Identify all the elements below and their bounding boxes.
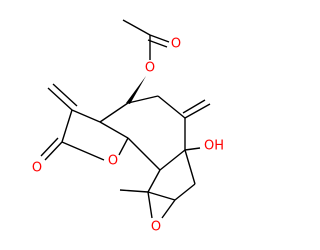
atom-label: O: [145, 61, 155, 76]
molecule: O O OH O O O: [32, 19, 224, 235]
atom-label: O: [171, 37, 181, 52]
atom-label: O: [108, 154, 118, 169]
atom-label: O: [32, 161, 42, 176]
bonds: [40, 19, 211, 219]
wedge-bond: [126, 76, 146, 104]
atom-label: OH: [204, 139, 224, 154]
atom-label: O: [151, 220, 161, 235]
